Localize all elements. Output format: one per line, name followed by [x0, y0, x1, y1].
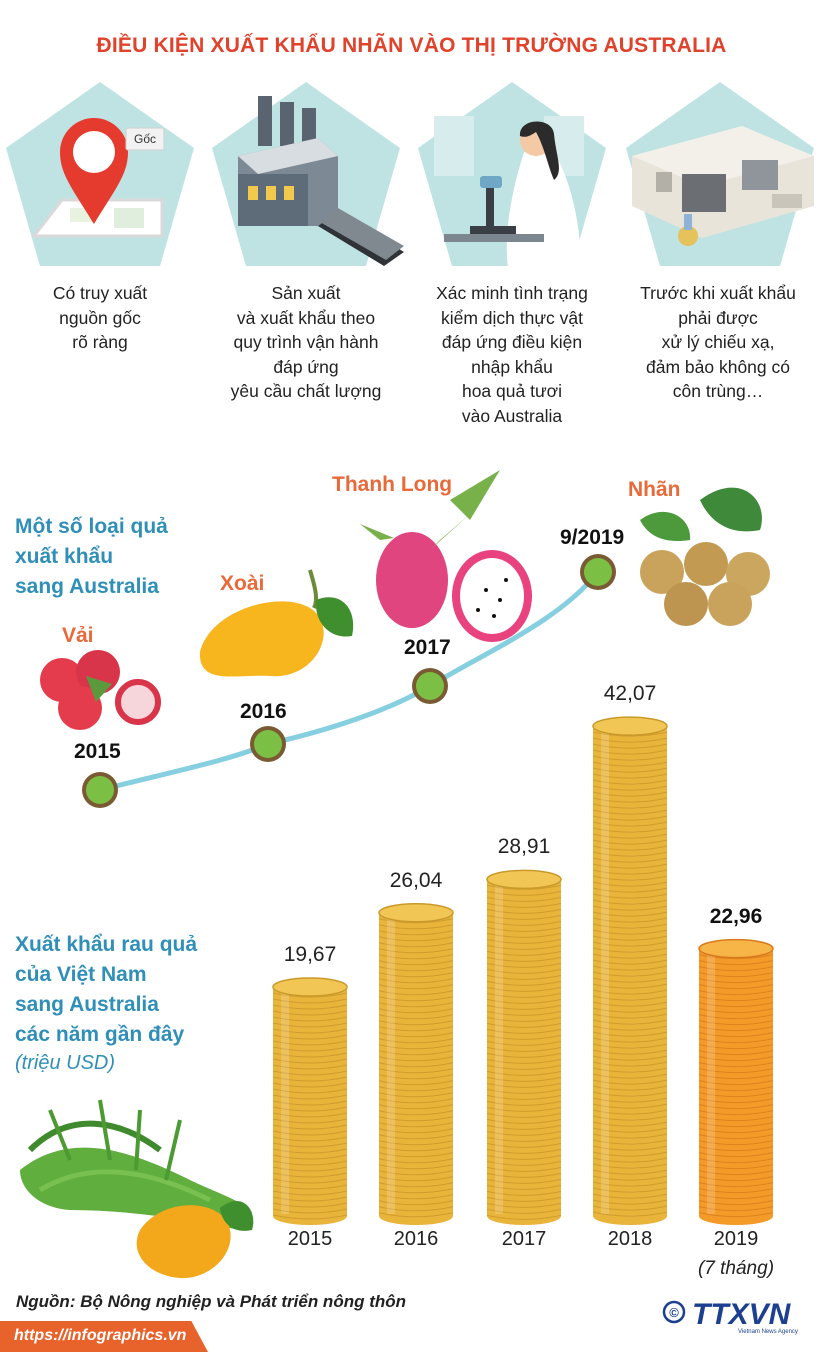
timeline-curve — [99, 570, 600, 793]
logo-name: TTXVN — [692, 1298, 792, 1331]
pentagon-production — [208, 76, 404, 272]
mango-icon — [199, 569, 354, 677]
microscope-scientist-icon — [418, 82, 606, 268]
fruit-name-mango: Xoài — [220, 572, 265, 595]
longan-icon — [640, 487, 770, 626]
lychee-icon — [40, 650, 161, 730]
timeline-year-2019: 9/2019 — [560, 526, 625, 549]
vegetables-icon — [20, 1099, 254, 1279]
location-pin-icon: Gốc — [6, 82, 194, 266]
timeline-dot-2016 — [250, 726, 286, 762]
fruit-name-lychee: Vải — [62, 624, 94, 647]
coin-bar-2015 — [272, 977, 348, 1225]
condition-text-1: Có truy xuất nguồn gốc rõ ràng — [52, 283, 148, 352]
condition-text-3: Xác minh tình trạng kiểm dịch thực vật đ… — [436, 283, 588, 426]
timeline-year-2015: 2015 — [74, 740, 121, 763]
condition-text-2: Sản xuất và xuất khẩu theo quy trình vận… — [230, 283, 382, 401]
coin-bar-2017 — [486, 869, 562, 1225]
logo-copyright: © — [669, 1305, 679, 1320]
coin-bar-2016 — [378, 903, 454, 1225]
pentagon-quarantine — [414, 76, 610, 272]
exports-unit: (triệu USD) — [15, 1052, 116, 1074]
timeline-dot-2015 — [82, 772, 118, 808]
bar-category-2019: 2019 — [713, 1228, 759, 1250]
timeline-dot-2017 — [412, 668, 448, 704]
page-title: ĐIỀU KIỆN XUẤT KHẨU NHÃN VÀO THỊ TRƯỜNG … — [96, 34, 727, 57]
bar-category-note-2019: (7 tháng) — [697, 1258, 775, 1279]
fruit-name-dragon-fruit: Thanh Long — [332, 473, 453, 496]
pin-label: Gốc — [134, 132, 156, 146]
bar-value-2016: 26,04 — [389, 868, 443, 892]
pentagon-irradiation — [622, 76, 818, 272]
timeline-dot-2019 — [580, 554, 616, 590]
bar-category-2015: 2015 — [287, 1228, 333, 1250]
bar-value-2018: 42,07 — [603, 682, 657, 706]
fruit-name-longan: Nhãn — [628, 478, 681, 501]
ttxvn-logo: © TTXVN Vietnam News Agency — [660, 1296, 810, 1341]
bar-value-2017: 28,91 — [497, 835, 551, 859]
timeline-year-2017: 2017 — [404, 636, 451, 659]
bar-category-2016: 2016 — [393, 1228, 439, 1250]
timeline-year-2016: 2016 — [240, 700, 287, 723]
bar-value-2019: 22,96 — [709, 904, 763, 928]
bar-value-2015: 19,67 — [283, 942, 337, 966]
coin-bar-2018 — [592, 716, 668, 1225]
exports-section-title: Xuất khẩu rau quả của Việt Nam sang Aust… — [15, 933, 198, 1046]
fruits-section-title: Một số loại quả xuất khẩu sang Australia — [15, 515, 168, 598]
footer-url[interactable]: https://infographics.vn — [14, 1327, 187, 1344]
factory-icon — [212, 82, 404, 266]
bar-category-2018: 2018 — [607, 1228, 653, 1250]
bar-category-2017: 2017 — [501, 1228, 547, 1250]
source-note: Nguồn: Bộ Nông nghiệp và Phát triển nông… — [16, 1292, 407, 1311]
footer-bar — [0, 1321, 208, 1352]
logo-sub: Vietnam News Agency — [738, 1329, 798, 1335]
pentagon-traceability: Gốc — [2, 76, 198, 272]
dragon-fruit-icon — [360, 470, 532, 642]
coin-bar-2019 — [698, 938, 774, 1225]
fruit-timeline — [40, 470, 770, 808]
irradiation-machine-icon — [626, 82, 814, 266]
condition-text-4: Trước khi xuất khẩu phải được xử lý chiế… — [640, 283, 796, 401]
